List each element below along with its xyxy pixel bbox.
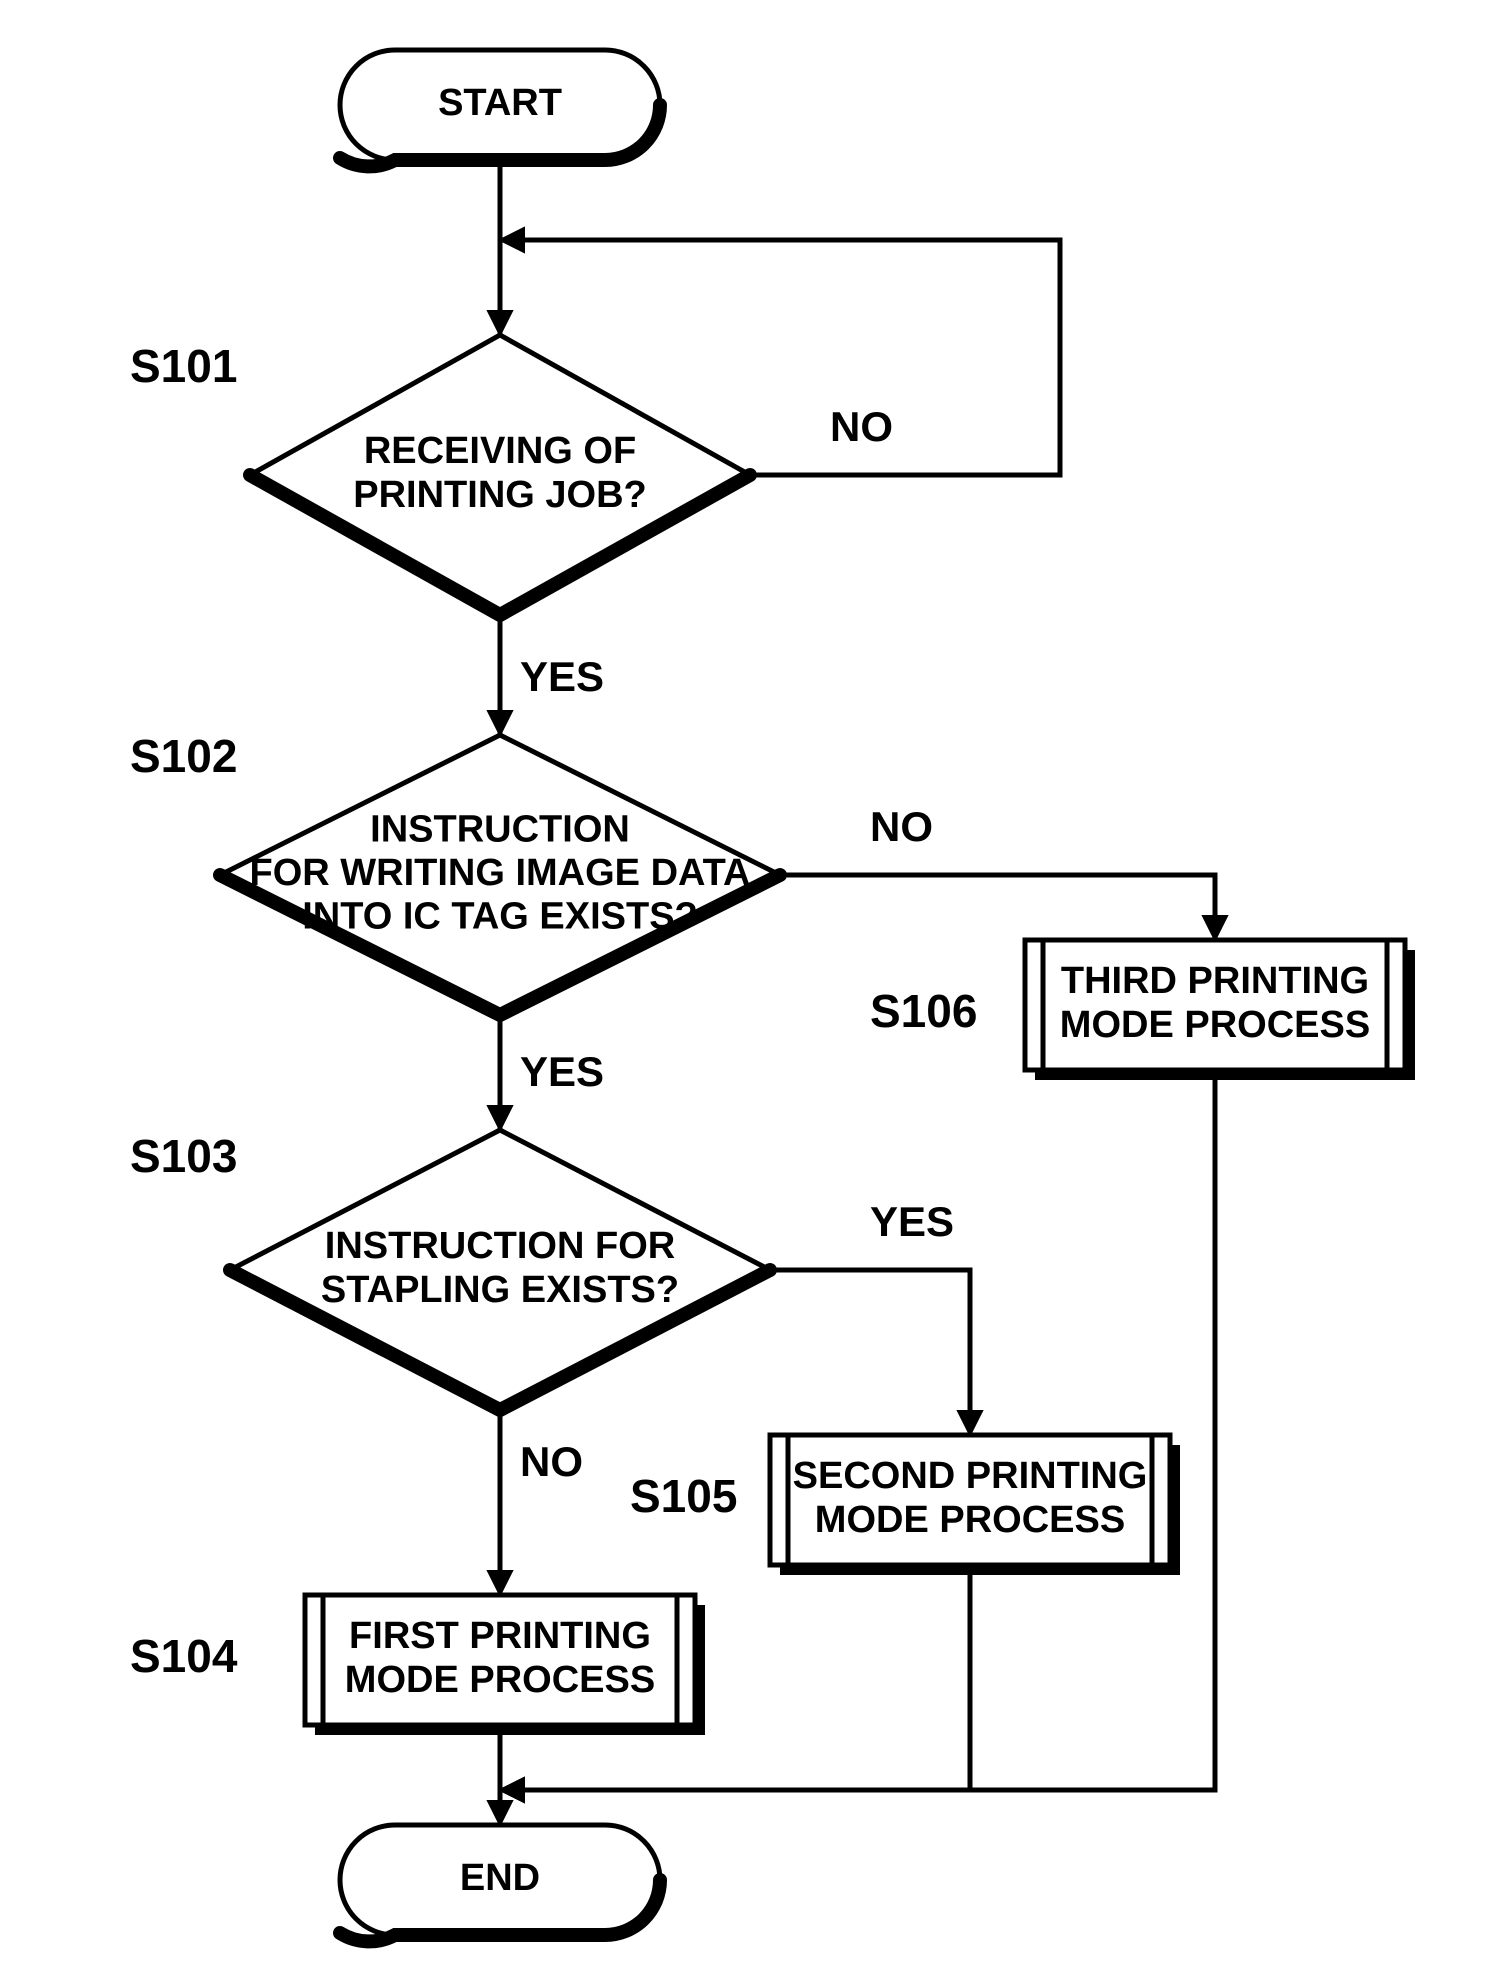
p106-label-line1: MODE PROCESS xyxy=(1060,1004,1370,1046)
step-label-s102: S102 xyxy=(130,730,237,782)
p104-label-line1: MODE PROCESS xyxy=(345,1659,655,1701)
d2-label-line2: INTO IC TAG EXISTS? xyxy=(302,896,698,938)
end-label: END xyxy=(460,1857,540,1899)
edge-e_d2_no xyxy=(780,875,1215,940)
d1-label-line0: RECEIVING OF xyxy=(364,430,636,472)
d1-label-line1: PRINTING JOB? xyxy=(353,474,646,516)
step-label-s106: S106 xyxy=(870,985,977,1037)
edge-e_d3_yes xyxy=(770,1270,970,1435)
d3-label-line0: INSTRUCTION FOR xyxy=(325,1225,675,1267)
p105: SECOND PRINTINGMODE PROCESS xyxy=(770,1435,1180,1575)
start: START xyxy=(340,50,660,166)
d3-label-line1: STAPLING EXISTS? xyxy=(321,1269,679,1311)
p105-label-line0: SECOND PRINTING xyxy=(793,1455,1148,1497)
start-label: START xyxy=(438,82,562,124)
p104-label-line0: FIRST PRINTING xyxy=(349,1615,651,1657)
edge-label-d2_no: NO xyxy=(870,803,933,850)
d2: INSTRUCTIONFOR WRITING IMAGE DATAINTO IC… xyxy=(220,735,780,1015)
edge-label-d3_yes: YES xyxy=(870,1198,954,1245)
edge-label-d2_yes: YES xyxy=(520,1048,604,1095)
end: END xyxy=(340,1825,660,1941)
p105-label-line1: MODE PROCESS xyxy=(815,1499,1125,1541)
step-label-s104: S104 xyxy=(130,1630,238,1682)
step-label-s103: S103 xyxy=(130,1130,237,1182)
edge-label-d1_yes: YES xyxy=(520,653,604,700)
d2-label-line1: FOR WRITING IMAGE DATA xyxy=(250,852,751,894)
p106: THIRD PRINTINGMODE PROCESS xyxy=(1025,940,1415,1080)
p104: FIRST PRINTINGMODE PROCESS xyxy=(305,1595,705,1735)
step-label-s101: S101 xyxy=(130,340,237,392)
d1: RECEIVING OFPRINTING JOB? xyxy=(250,335,750,615)
edge-label-d3_no: NO xyxy=(520,1438,583,1485)
d2-label-line0: INSTRUCTION xyxy=(370,808,630,850)
d3: INSTRUCTION FORSTAPLING EXISTS? xyxy=(230,1130,770,1410)
p106-label-line0: THIRD PRINTING xyxy=(1061,960,1369,1002)
step-label-s105: S105 xyxy=(630,1470,737,1522)
edge-label-d1_no: NO xyxy=(830,403,893,450)
